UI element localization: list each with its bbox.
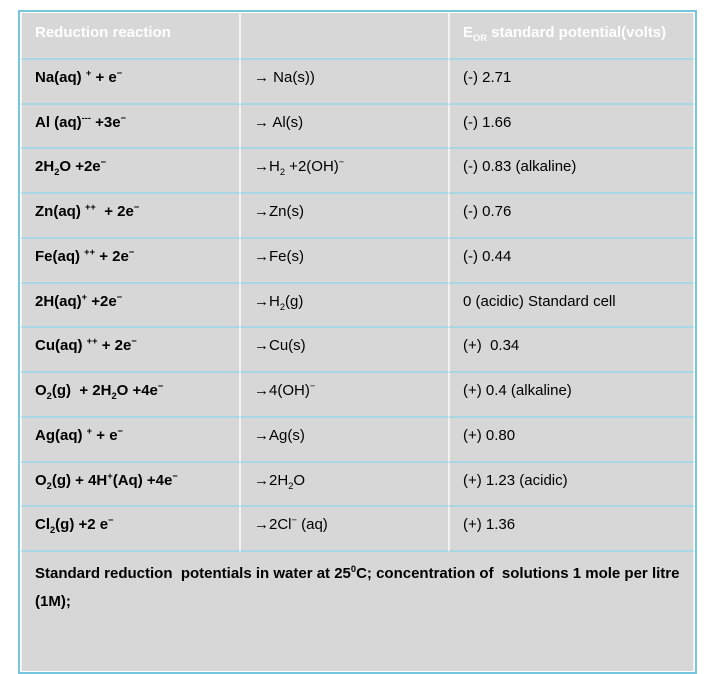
table-row: Cl2(g) +2 e− →2Cl− (aq) (+) 1.36	[21, 507, 694, 552]
product-cell: →Ag(s)	[240, 417, 449, 463]
footnote: Standard reduction potentials in water a…	[21, 552, 694, 671]
potential-cell: (-) 1.66	[449, 104, 694, 150]
potential-cell: (-) 0.76	[449, 194, 694, 239]
table-row: Cu(aq) ++ + 2e− →Cu(s) (+) 0.34	[21, 328, 694, 373]
product-cell: →Fe(s)	[240, 238, 449, 284]
header-reduction-reaction: Reduction reaction	[21, 13, 240, 60]
table-row: Fe(aq) ++ + 2e− →Fe(s) (-) 0.44	[21, 238, 694, 284]
table-row: Zn(aq) ++ + 2e− →Zn(s) (-) 0.76	[21, 194, 694, 239]
header-row: Reduction reaction EOR standard potentia…	[21, 13, 694, 60]
potential-cell: (+) 0.34	[449, 328, 694, 373]
footnote-row: Standard reduction potentials in water a…	[21, 552, 694, 671]
reactant-cell: Al (aq)--- +3e−	[21, 104, 240, 150]
potential-cell: (+) 1.36	[449, 507, 694, 552]
potential-cell: (+) 0.4 (alkaline)	[449, 373, 694, 418]
potential-cell: (+) 0.80	[449, 417, 694, 463]
potential-cell: 0 (acidic) Standard cell	[449, 283, 694, 329]
product-cell: →H2 +2(OH)−	[240, 149, 449, 194]
reactant-cell: Cu(aq) ++ + 2e−	[21, 328, 240, 373]
product-cell: →4(OH)−	[240, 373, 449, 418]
table-body: Na(aq) + + e− → Na(s)) (-) 2.71 Al (aq)--- …	[21, 59, 694, 552]
potential-cell: (+) 1.23 (acidic)	[449, 462, 694, 508]
reactant-cell: Na(aq) + + e−	[21, 59, 240, 105]
table-row: Na(aq) + + e− → Na(s)) (-) 2.71	[21, 59, 694, 105]
document-page: Reduction reaction EOR standard potentia…	[18, 10, 697, 674]
potential-cell: (-) 0.44	[449, 238, 694, 284]
product-cell: → Al(s)	[240, 104, 449, 150]
potential-cell: (-) 2.71	[449, 59, 694, 105]
product-cell: →Cu(s)	[240, 328, 449, 373]
table-row: O2(g) + 2H2O +4e− →4(OH)− (+) 0.4 (alkalin…	[21, 373, 694, 418]
reduction-potentials-table: Reduction reaction EOR standard potentia…	[18, 10, 697, 674]
product-cell: →2H2O	[240, 462, 449, 508]
reactant-cell: Cl2(g) +2 e−	[21, 507, 240, 552]
table-row: Ag(aq) + + e− →Ag(s) (+) 0.80	[21, 417, 694, 463]
reactant-cell: O2(g) + 2H2O +4e−	[21, 373, 240, 418]
potential-cell: (-) 0.83 (alkaline)	[449, 149, 694, 194]
product-cell: → Na(s))	[240, 59, 449, 105]
product-cell: →H2(g)	[240, 283, 449, 329]
header-standard-potential: EOR standard potential(volts)	[449, 13, 694, 60]
product-cell: →Zn(s)	[240, 194, 449, 239]
product-cell: →2Cl− (aq)	[240, 507, 449, 552]
table-row: 2H2O +2e− →H2 +2(OH)− (-) 0.83 (alkaline)	[21, 149, 694, 194]
reactant-cell: Ag(aq) + + e−	[21, 417, 240, 463]
reactant-cell: O2(g) + 4H+(Aq) +4e−	[21, 462, 240, 508]
reactant-cell: 2H(aq)+ +2e−	[21, 283, 240, 329]
reactant-cell: Fe(aq) ++ + 2e−	[21, 238, 240, 284]
reactant-cell: 2H2O +2e−	[21, 149, 240, 194]
table-row: 2H(aq)+ +2e− →H2(g) 0 (acidic) Standard ce…	[21, 283, 694, 329]
table-row: Al (aq)--- +3e− → Al(s) (-) 1.66	[21, 104, 694, 150]
reactant-cell: Zn(aq) ++ + 2e−	[21, 194, 240, 239]
header-middle-empty	[240, 13, 449, 60]
table-row: O2(g) + 4H+(Aq) +4e− →2H2O (+) 1.23 (acidi…	[21, 462, 694, 508]
